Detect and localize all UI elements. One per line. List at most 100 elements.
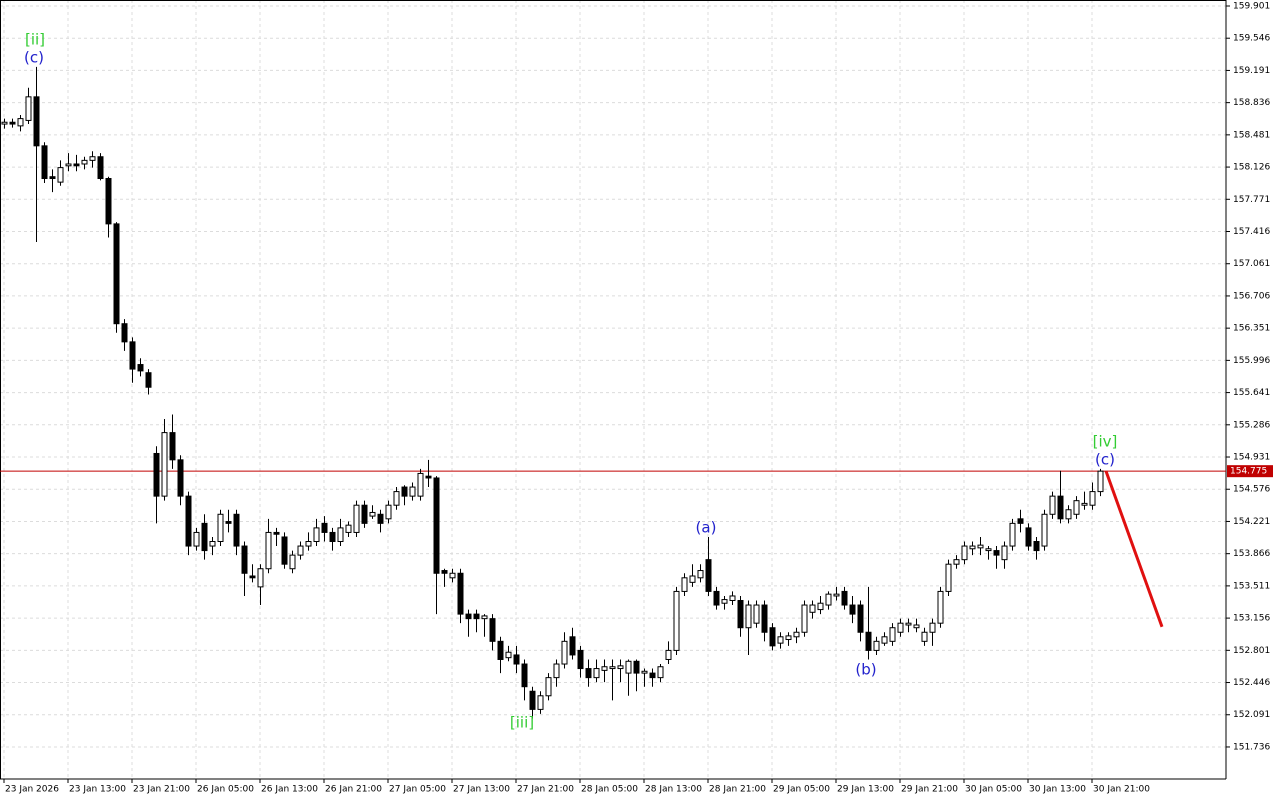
candle-body [953,559,960,565]
candle-body [377,513,384,524]
candle-body [9,121,16,125]
candle-body [849,604,856,615]
candle-body [873,640,880,651]
candle-body [153,452,160,497]
candle-body [473,613,480,620]
candle-body [753,604,760,624]
y-tick-label: 157.061 [1233,259,1270,269]
x-tick-label: 27 Jan 21:00 [517,785,574,795]
candle-body [449,572,456,579]
x-tick-label: 26 Jan 05:00 [197,785,254,795]
candle-body [657,666,664,679]
candle-body [257,568,264,588]
candle-body [1009,522,1016,547]
wave-label: (a) [696,519,717,537]
y-tick-label: 159.191 [1233,66,1270,76]
candle-body [785,635,792,641]
price-label: 154.775 [1230,467,1267,477]
candle-body [625,660,632,674]
x-tick-label: 29 Jan 05:00 [773,785,830,795]
candle-body [649,672,656,679]
candle-body [57,167,64,183]
wave-label: [ii] [25,31,45,49]
candle-body [33,96,40,147]
candle-body [713,590,720,606]
candle-body [89,156,96,161]
candle-body [833,593,840,597]
candle-body [281,536,288,565]
candle-body [721,599,728,604]
candle-body [209,541,216,547]
y-tick-label: 157.416 [1233,227,1270,237]
x-tick-label: 28 Jan 21:00 [709,785,766,795]
y-tick-label: 158.126 [1233,163,1270,173]
candle-body [945,563,952,592]
candle-body [857,604,864,633]
candle-body [345,524,352,533]
x-tick-label: 26 Jan 21:00 [325,785,382,795]
wave-label: (b) [855,661,876,679]
candle-body [577,649,584,670]
y-tick-label: 155.641 [1233,388,1270,398]
candle-body [593,668,600,679]
plot-area [0,0,1226,779]
candle-body [601,666,608,671]
x-tick-label: 29 Jan 21:00 [901,785,958,795]
candle-body [497,640,504,660]
candle-body [1,121,8,125]
candle-body [81,159,88,165]
candle-body [865,631,872,651]
candle-body [1017,518,1024,524]
x-tick-label: 28 Jan 05:00 [581,785,638,795]
candle-body [337,527,344,543]
candle-body [969,545,976,550]
candle-body [985,548,992,552]
candle-body [633,660,640,674]
candle-body [961,545,968,561]
candle-body [433,477,440,574]
candle-body [137,364,144,372]
candle-body [993,550,1000,556]
candle-body [769,627,776,647]
candle-body [417,472,424,497]
candle-body [825,593,832,606]
candle-body [1049,495,1056,515]
candle-body [889,627,896,642]
candle-body [665,649,672,660]
y-tick-label: 155.286 [1233,420,1270,430]
candle-body [609,666,616,670]
candle-body [265,531,272,570]
candle-body [513,654,520,665]
y-tick-label: 153.866 [1233,549,1270,559]
candle-body [905,622,912,626]
candle-body [65,163,72,167]
candle-body [41,145,48,180]
candle-body [145,372,152,388]
wave-label: [iv] [1093,433,1118,451]
candle-body [585,668,592,679]
candle-body [689,575,696,583]
candle-body [529,690,536,710]
candle-body [233,513,240,547]
candle-body [561,640,568,665]
candle-body [761,604,768,633]
x-tick-label: 27 Jan 13:00 [453,785,510,795]
candle-body [705,559,712,592]
candle-body [225,521,232,524]
candle-body [441,570,448,574]
y-tick-label: 154.576 [1233,485,1270,495]
candle-body [881,636,888,644]
candle-body [841,590,848,606]
candle-body [1081,502,1088,506]
y-tick-label: 159.546 [1233,34,1270,44]
candle-body [729,595,736,601]
candle-body [401,486,408,497]
candle-body [681,577,688,592]
candle-body [353,504,360,533]
candle-body [817,602,824,611]
candle-body [425,475,432,479]
candle-body [913,624,920,629]
y-tick-label: 152.446 [1233,678,1270,688]
